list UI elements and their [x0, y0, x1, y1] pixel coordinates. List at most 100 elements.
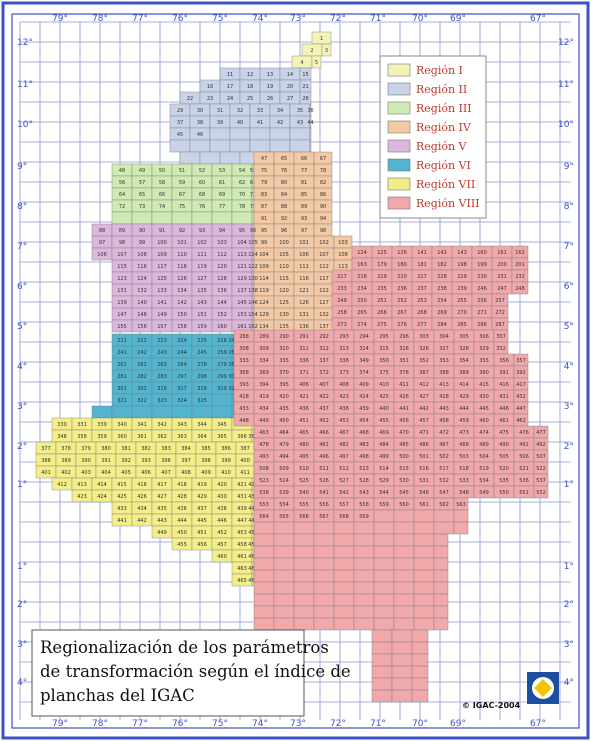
map-sheet-number: 118	[177, 264, 187, 270]
map-sheet-number: 132	[319, 312, 329, 318]
latitude-label: 10°	[558, 120, 574, 130]
map-sheet-number: 424	[359, 394, 369, 400]
map-sheet-number: 411	[399, 382, 409, 388]
map-sheet-number: 283	[157, 374, 167, 380]
map-sheet-number: 447	[237, 518, 247, 524]
map-sheet-number: 389	[459, 370, 469, 376]
map-sheet-number: 262	[137, 362, 147, 368]
map-sheet-number: 526	[319, 478, 329, 484]
map-sheet-number: 111	[299, 264, 309, 270]
legend-swatch	[387, 63, 411, 77]
map-sheet-number: 54	[239, 168, 245, 174]
map-sheet-number: 129	[237, 276, 247, 282]
map-sheet-number: 348	[57, 434, 67, 440]
map-sheet-number: 545	[399, 490, 409, 496]
map-sheet-number: 263	[157, 362, 167, 368]
map-sheet-cell	[411, 653, 429, 667]
map-sheet-number: 64	[119, 192, 125, 198]
map-sheet-number: 525	[299, 478, 309, 484]
map-sheet-number: 555	[299, 502, 309, 508]
title-line-3: planchas del IGAC	[40, 686, 195, 705]
map-sheet-cell	[229, 139, 251, 153]
map-sheet-cell	[179, 151, 201, 165]
latitude-label: 11°	[558, 80, 574, 90]
map-sheet-number: 108	[338, 252, 348, 258]
map-sheet-number: 25	[247, 96, 253, 102]
map-sheet-number: 123	[117, 276, 127, 282]
map-sheet-number: 75	[179, 204, 185, 210]
map-sheet-number: 446	[217, 518, 227, 524]
map-sheet-number: 483	[359, 442, 369, 448]
map-sheet-number: 517	[439, 466, 449, 472]
map-sheet-number: 444	[459, 406, 469, 412]
map-sheet-number: 335	[279, 358, 289, 364]
map-sheet-number: 77	[301, 168, 307, 174]
map-sheet-cell	[111, 211, 133, 225]
map-sheet-number: 98	[119, 240, 125, 246]
map-sheet-number: 125	[377, 250, 387, 256]
longitude-label: 74°	[252, 719, 268, 729]
map-sheet-number: 132	[137, 288, 147, 294]
map-sheet-cell	[313, 569, 335, 583]
map-sheet-number: 491	[519, 442, 529, 448]
map-sheet-number: 145	[237, 300, 247, 306]
map-sheet-number: 298	[197, 374, 207, 380]
map-sheet-number: 420	[279, 394, 289, 400]
map-sheet-number: 78	[239, 204, 245, 210]
map-sheet-number: 75	[261, 168, 267, 174]
map-sheet-cell	[231, 405, 235, 419]
map-sheet-number: 143	[457, 250, 467, 256]
map-sheet-number: 154	[248, 312, 258, 318]
map-sheet-number: 414	[97, 482, 107, 488]
map-sheet-number: 66	[159, 192, 165, 198]
map-sheet-cell	[411, 689, 429, 703]
map-sheet-number: 439	[359, 406, 369, 412]
map-sheet-number: 564	[259, 514, 269, 520]
map-sheet-number: 98	[320, 228, 326, 234]
map-sheet-number: 281	[117, 374, 127, 380]
map-sheet-number: 106	[97, 252, 107, 258]
map-sheet-cell	[413, 521, 435, 535]
map-sheet-number: 412	[57, 482, 67, 488]
map-sheet-number: 15	[302, 72, 308, 78]
map-sheet-number: 51	[179, 168, 185, 174]
region-4-group: 47 65 66 67 75 76 77 78 79 80 81 82 83 84 85 86 87 88 89 90…	[253, 151, 353, 333]
map-sheet-cell	[209, 127, 231, 141]
map-sheet-cell	[253, 545, 275, 559]
map-sheet-number: 417	[157, 482, 167, 488]
longitude-labels-bottom: 79° 78° 77° 76° 75° 74° 73° 72° 71° 70° 69° 67°	[52, 719, 546, 729]
longitude-label: 76°	[172, 719, 188, 729]
map-sheet-number: 297	[177, 374, 187, 380]
map-sheet-number: 357	[516, 358, 526, 364]
map-sheet-number: 272	[495, 310, 505, 316]
map-sheet-cell	[273, 617, 295, 631]
longitude-label: 71°	[370, 14, 386, 24]
map-sheet-number: 130	[248, 276, 258, 282]
map-sheet-number: 429	[197, 494, 207, 500]
map-sheet-cell	[249, 127, 271, 141]
map-sheet-number: 507	[536, 454, 546, 460]
map-sheet-number: 219	[377, 274, 387, 280]
longitude-label: 67°	[530, 14, 546, 24]
map-sheet-number: 14	[287, 72, 293, 78]
map-sheet-number: 506	[519, 454, 529, 460]
map-sheet-cell	[413, 605, 435, 619]
map-sheet-cell	[191, 405, 213, 419]
longitude-label: 78°	[92, 14, 108, 24]
map-sheet-number: 162	[515, 250, 525, 256]
map-sheet-number: 325	[197, 398, 207, 404]
map-sheet-cell	[131, 405, 153, 419]
map-sheet-number: 24	[227, 96, 233, 102]
map-sheet-number: 452	[319, 418, 329, 424]
map-sheet-number: 102	[197, 240, 207, 246]
map-sheet-number: 74	[159, 204, 165, 210]
map-sheet-number: 142	[177, 300, 187, 306]
map-sheet-number: 519	[479, 466, 489, 472]
map-sheet-number: 432	[248, 494, 258, 500]
map-sheet-number: 441	[117, 518, 127, 524]
map-sheet-number: 300	[228, 374, 238, 380]
map-sheet-number: 159	[197, 324, 207, 330]
map-sheet-cell	[393, 533, 415, 547]
map-sheet-number: 465	[299, 430, 309, 436]
map-sheet-number: 480	[299, 442, 309, 448]
